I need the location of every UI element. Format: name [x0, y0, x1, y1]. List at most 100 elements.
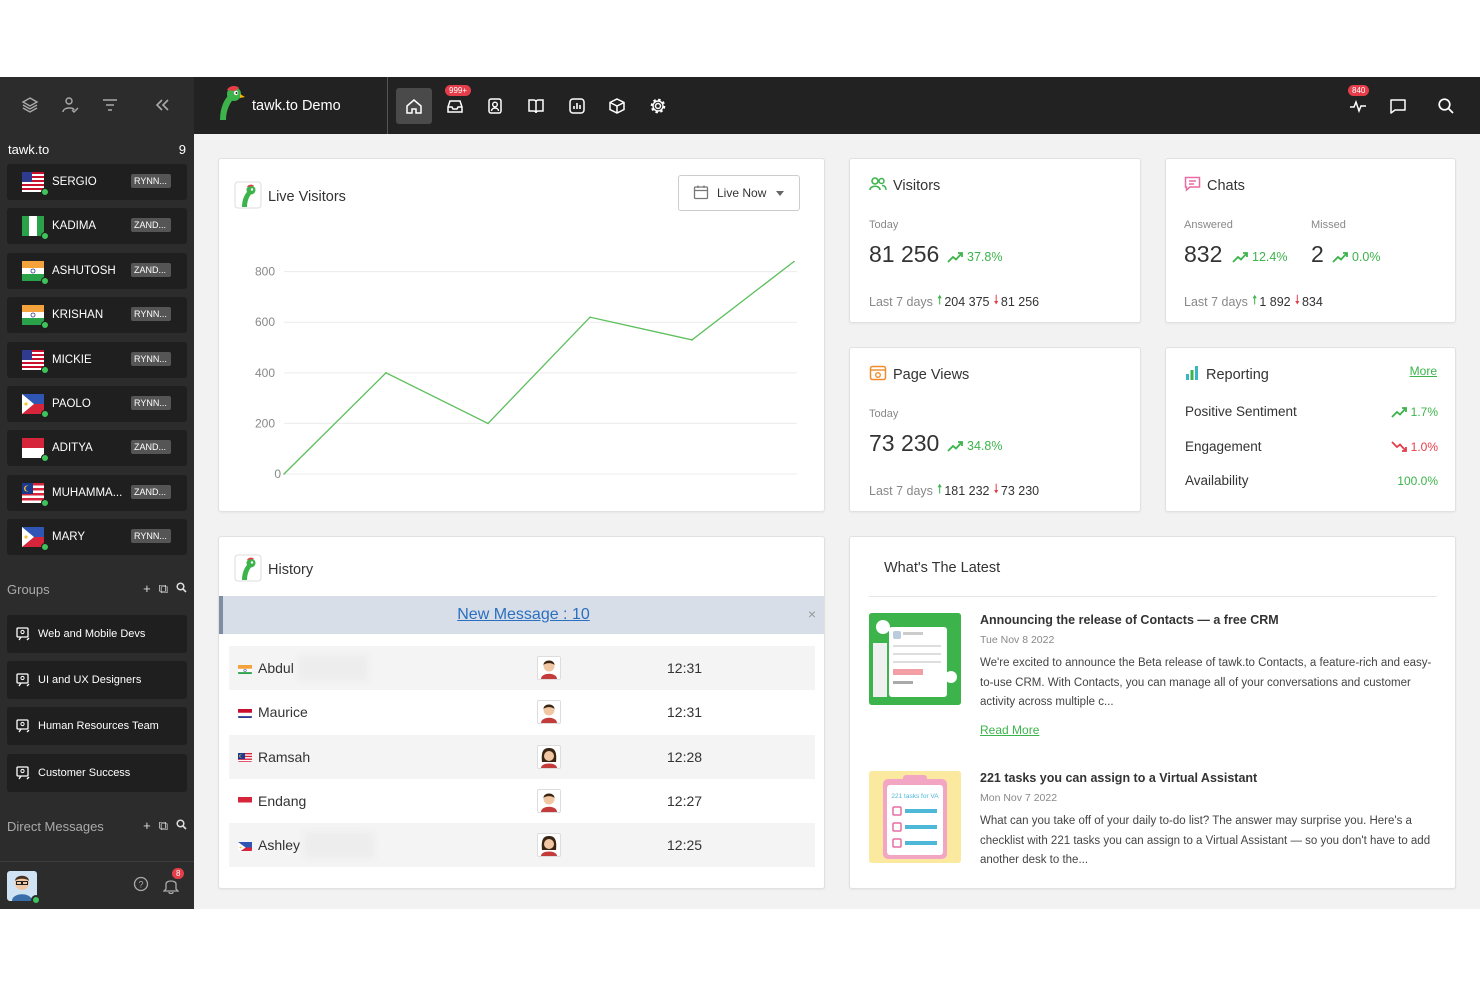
- copy-icon[interactable]: ⧉: [158, 818, 168, 833]
- history-title-text: History: [268, 562, 314, 578]
- chats-last7-up: 🠕 1 892: [1252, 291, 1291, 312]
- group-item[interactable]: Customer Success: [7, 754, 187, 792]
- article-date: Mon Nov 7 2022: [980, 792, 1058, 804]
- layers-icon[interactable]: [10, 85, 50, 125]
- article-title[interactable]: Announcing the release of Contacts — a f…: [980, 613, 1279, 627]
- history-row[interactable]: Ramsah 12:28: [229, 734, 815, 779]
- chart-point: [385, 372, 387, 374]
- online-status-dot: [41, 498, 49, 507]
- live-now-dropdown[interactable]: Live Now: [678, 175, 800, 211]
- agent-item[interactable]: MUHAMMA... ZAND...: [7, 474, 187, 511]
- reporting-more-link[interactable]: More: [1409, 364, 1437, 378]
- tawk-logo-icon: [234, 554, 262, 586]
- article-date: Tue Nov 8 2022: [980, 634, 1055, 646]
- group-item[interactable]: Human Resources Team: [7, 707, 187, 745]
- visitors-today-value: 81 256: [869, 241, 940, 267]
- article-thumbnail[interactable]: 221 tasks for VA: [869, 771, 961, 863]
- search-groups-icon[interactable]: [176, 581, 187, 597]
- group-item[interactable]: Web and Mobile Devs: [7, 615, 187, 653]
- copy-icon[interactable]: ⧉: [158, 581, 168, 596]
- latest-title: What's The Latest: [884, 560, 1001, 576]
- latest-article: 221 tasks for VA 221 tasks you can assig…: [869, 771, 1439, 871]
- nav-knowledge-base[interactable]: [518, 88, 554, 124]
- history-row[interactable]: Abdul 12:31: [229, 646, 815, 690]
- nav-messages[interactable]: [1380, 88, 1416, 124]
- reporting-row-value: 100.0%: [1397, 473, 1438, 488]
- group-item[interactable]: UI and UX Designers: [7, 661, 187, 699]
- new-message-link[interactable]: New Message : 10: [457, 606, 590, 623]
- add-group-icon[interactable]: +: [143, 581, 151, 596]
- group-chat-icon: [16, 673, 30, 687]
- agent-item[interactable]: MICKIE RYNN...: [7, 341, 187, 378]
- arrow-up-icon: 🠕: [1251, 293, 1258, 307]
- nav-addons[interactable]: [599, 88, 635, 124]
- page-views-up-value: 181 232: [944, 483, 990, 498]
- agent-item[interactable]: ASHUTOSH ZAND...: [7, 252, 187, 289]
- bar-chart-icon: [1184, 365, 1200, 385]
- nav-contacts[interactable]: [477, 88, 513, 124]
- search-dm-icon[interactable]: [176, 818, 187, 834]
- nav-search[interactable]: [1428, 88, 1464, 124]
- cube-icon: [609, 98, 625, 114]
- add-dm-icon[interactable]: +: [143, 818, 151, 833]
- book-icon: [528, 99, 544, 114]
- chats-answered-value: 832: [1184, 241, 1223, 267]
- team-header[interactable]: tawk.to 9: [0, 139, 194, 159]
- nav-inbox[interactable]: 999+: [437, 85, 473, 124]
- trend-up-icon: [947, 252, 963, 263]
- notifications-bell-icon[interactable]: 8: [162, 868, 185, 899]
- my-avatar[interactable]: [7, 870, 41, 905]
- visitors-last7-down: 🠗 81 256: [994, 291, 1040, 312]
- chart-y-tick-label: 0: [274, 467, 281, 481]
- agent-item[interactable]: PAOLO RYNN...: [7, 386, 187, 422]
- nav-home[interactable]: [396, 88, 432, 124]
- chart-y-tick-label: 200: [255, 416, 275, 430]
- nav-settings[interactable]: [640, 88, 676, 124]
- agent-name: MUHAMMA...: [52, 486, 122, 499]
- history-row[interactable]: Ashley 12:25: [229, 823, 815, 868]
- trend-up-icon: [1232, 252, 1248, 263]
- history-row[interactable]: Endang 12:27: [229, 779, 815, 823]
- help-icon[interactable]: ?: [133, 876, 149, 897]
- collapse-sidebar-icon[interactable]: [142, 85, 182, 125]
- sidebar-toolbar: [0, 77, 194, 133]
- online-status-dot: [41, 188, 49, 196]
- agent-item[interactable]: KRISHAN RYNN...: [7, 297, 187, 334]
- agent-item[interactable]: KADIMA ZAND...: [7, 208, 187, 245]
- notifications-badge: 8: [172, 868, 185, 879]
- latest-article: Announcing the release of Contacts — a f…: [869, 613, 1439, 743]
- nav-reporting[interactable]: [559, 88, 595, 124]
- read-more-link[interactable]: Read More: [980, 723, 1040, 737]
- article-thumbnail[interactable]: [869, 613, 961, 705]
- visitors-last7: Last 7 days 🠕 204 375 🠗 81 256: [869, 291, 1039, 312]
- chart-y-tick-label: 400: [255, 366, 275, 380]
- agent-name: MARY: [52, 531, 86, 544]
- trend-up-icon: [1332, 252, 1348, 263]
- arrow-up-icon: 🠕: [936, 482, 943, 496]
- agent-item[interactable]: MARY RYNN...: [7, 519, 187, 556]
- history-row[interactable]: Maurice 12:31: [229, 690, 815, 734]
- new-message-banner: New Message : 10 ×: [219, 596, 824, 634]
- brand[interactable]: tawk.to Demo: [194, 77, 388, 134]
- nav-activity[interactable]: 840: [1340, 85, 1376, 124]
- agent-group-tag: RYNN...: [131, 351, 171, 366]
- agent-name: SERGIO: [52, 176, 97, 188]
- reporting-row-value: 1.7%: [1391, 404, 1438, 419]
- divider: [869, 596, 1437, 597]
- agent-item[interactable]: SERGIO RYNN...: [7, 164, 187, 200]
- reporting-row-value: 1.0%: [1391, 439, 1438, 454]
- chats-missed-value: 2: [1311, 241, 1324, 267]
- online-status-dot: [31, 894, 41, 905]
- flag-icon: [238, 795, 252, 807]
- agent-item[interactable]: ADITYA ZAND...: [7, 430, 187, 467]
- user-check-icon[interactable]: [50, 85, 90, 125]
- chart-series-line: [283, 261, 795, 475]
- article-title[interactable]: 221 tasks you can assign to a Virtual As…: [980, 771, 1258, 785]
- close-icon[interactable]: ×: [807, 606, 816, 622]
- online-status-dot: [41, 365, 49, 374]
- chats-title: Chats: [1184, 176, 1245, 196]
- visitors-title-text: Visitors: [893, 178, 941, 194]
- filter-icon[interactable]: [90, 85, 130, 125]
- page-views-title: Page Views: [869, 365, 969, 385]
- flag-icon: [22, 172, 49, 196]
